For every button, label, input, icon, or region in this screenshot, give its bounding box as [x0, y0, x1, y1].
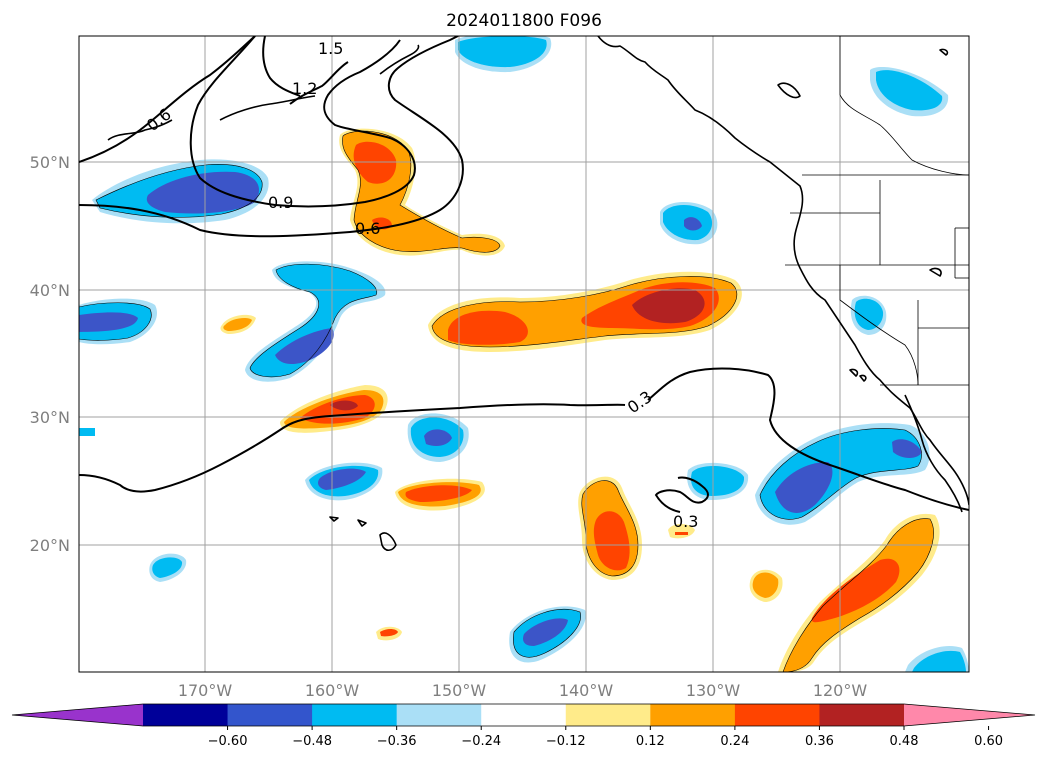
contour-label: 1.2 — [292, 79, 317, 98]
colorbar-segment — [734, 704, 820, 726]
lon-label: 130°W — [686, 681, 741, 700]
contour-label: 0.3 — [673, 512, 698, 531]
contour-label: 0.6 — [355, 219, 380, 238]
colorbar-segment — [396, 704, 482, 726]
colorbar-tick-label: −0.60 — [208, 734, 248, 749]
contour-label: 0.9 — [268, 193, 293, 212]
main-contours — [79, 36, 969, 513]
blue-anomaly-region — [79, 428, 95, 436]
lon-label: 120°W — [813, 681, 868, 700]
lon-label: 160°W — [305, 681, 360, 700]
colorbar-outline — [11, 703, 1036, 727]
blue-anomaly-region — [407, 413, 469, 462]
colorbar-segment — [650, 704, 736, 726]
blue-anomaly-region — [149, 553, 187, 582]
blue-anomaly-region — [305, 462, 383, 501]
map-plot-area: 1.5 1.2 0.6 0.9 0.6 0.3 0.3 — [79, 36, 969, 672]
lat-label: 20°N — [30, 536, 70, 555]
orange-anomaly-region — [339, 128, 505, 256]
orange-anomaly-region — [749, 569, 783, 602]
colorbar-segment — [565, 704, 651, 726]
blue-anomaly-region — [245, 261, 386, 382]
colorbar-tick-label: −0.36 — [377, 734, 417, 749]
lat-label: 40°N — [30, 281, 70, 300]
graticule-grid — [79, 36, 969, 672]
lon-label: 140°W — [559, 681, 614, 700]
colorbar-extend-low — [12, 704, 143, 726]
orange-anomaly-region — [668, 524, 695, 539]
blue-anomaly-region — [79, 298, 158, 345]
map-title: 2024011800 F096 — [446, 11, 602, 31]
colorbar-tick-label: 0.60 — [974, 734, 1003, 749]
contour-label: 1.5 — [318, 39, 343, 58]
coastline — [107, 36, 969, 552]
orange-anomaly-region — [778, 513, 940, 672]
blue-anomaly-region — [660, 201, 718, 245]
lat-label: 30°N — [30, 408, 70, 427]
political-borders — [785, 36, 969, 386]
lon-label: 150°W — [432, 681, 487, 700]
colorbar-segment — [143, 704, 229, 726]
colorbar-segment — [312, 704, 398, 726]
orange-anomaly-region — [395, 478, 485, 511]
orange-anomaly-region — [220, 314, 256, 334]
blue-anomaly-region — [509, 606, 586, 663]
colorbar-tick-label: −0.24 — [461, 734, 501, 749]
lat-label: 50°N — [30, 153, 70, 172]
colorbar-segment — [481, 704, 567, 726]
colorbar-tick-label: 0.48 — [890, 734, 919, 749]
blue-anomaly-region — [905, 645, 969, 672]
orange-anomaly-region — [428, 271, 742, 352]
colorbar-segment — [227, 704, 313, 726]
colorbar-segment — [819, 704, 905, 726]
anomaly-outline-contours — [79, 130, 934, 672]
colorbar-tick-label: 0.12 — [636, 734, 665, 749]
blue-anomaly-region — [870, 67, 949, 117]
colorbar-tick-label: −0.12 — [546, 734, 586, 749]
blue-anomaly-region — [850, 295, 887, 335]
colorbar-tick-label: 0.24 — [720, 734, 749, 749]
blue-anomaly-region — [92, 159, 269, 224]
colorbar-tick-label: −0.48 — [292, 734, 332, 749]
colorbar-tick-label: 0.36 — [805, 734, 834, 749]
lon-label: 170°W — [178, 681, 233, 700]
map-frame — [78, 35, 970, 673]
colorbar-extend-high — [904, 704, 1035, 726]
blue-anomaly-region — [455, 36, 552, 73]
orange-anomaly-region — [376, 626, 402, 641]
colorbar: −0.60 −0.48 −0.36 −0.24 −0.12 0.12 0.24 0.36 0.4… — [11, 703, 1036, 749]
orange-anomaly-region — [578, 476, 642, 580]
